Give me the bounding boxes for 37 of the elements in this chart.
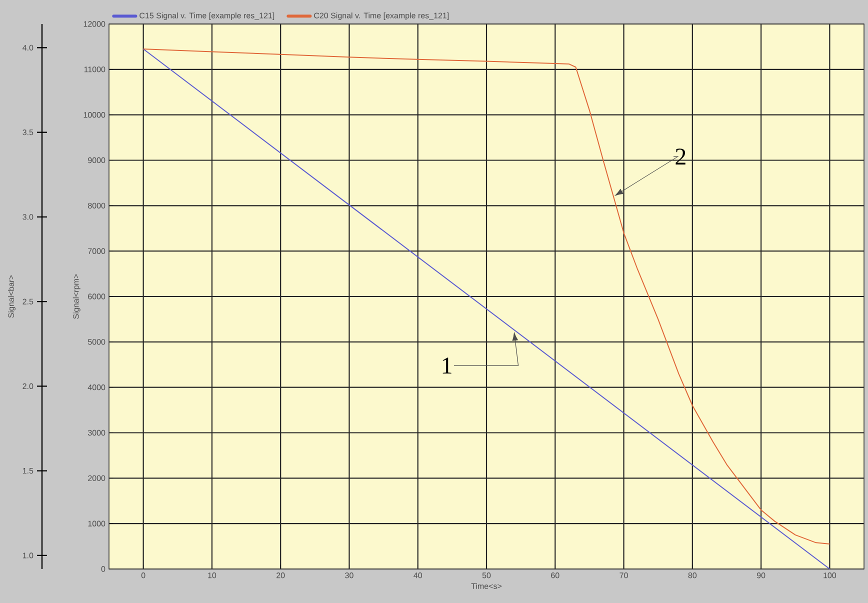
x-tick-label: 0 xyxy=(141,572,146,578)
y-tick-label: 8000 xyxy=(88,202,106,208)
y2-axis-title: Signal<bar> xyxy=(8,275,16,318)
x-tick-label: 10 xyxy=(208,572,216,578)
legend-label: C20 Signal v. Time [example res_121] xyxy=(314,12,449,20)
x-tick-label: 30 xyxy=(345,572,354,578)
y-tick-label: 5000 xyxy=(88,339,106,345)
y2-tick-label: 3.0 xyxy=(22,214,34,220)
y2-tick-label: 2.5 xyxy=(22,298,34,304)
x-tick-label: 40 xyxy=(414,572,422,578)
x-tick-label: 20 xyxy=(276,572,285,578)
x-tick-label: 100 xyxy=(824,572,836,578)
y-tick-label: 10000 xyxy=(84,112,106,118)
y-tick-label: 9000 xyxy=(88,157,106,164)
y2-tick-label: 3.5 xyxy=(22,129,34,136)
y2-tick-label: 4.0 xyxy=(22,44,34,51)
y2-tick-label: 2.0 xyxy=(22,383,34,390)
y-tick-label: 4000 xyxy=(88,384,106,390)
x-tick-label: 60 xyxy=(551,572,560,578)
y-tick-label: 2000 xyxy=(88,475,106,481)
x-axis-title: Time<s> xyxy=(471,583,502,589)
x-tick-label: 90 xyxy=(756,572,766,578)
x-tick-label: 70 xyxy=(620,572,628,578)
y-tick-label: 7000 xyxy=(88,248,106,254)
y-tick-label: 11000 xyxy=(84,66,106,72)
y-tick-label: 6000 xyxy=(88,294,106,300)
y2-tick-label: 1.5 xyxy=(22,468,34,474)
annotation: 1 xyxy=(442,358,452,374)
x-tick-label: 80 xyxy=(688,572,697,578)
y-axis-title: Signal<rpm> xyxy=(72,274,80,319)
x-tick-label: 50 xyxy=(482,572,491,578)
y-tick-label: 12000 xyxy=(84,21,106,27)
y-tick-label: 1000 xyxy=(88,520,106,526)
legend-label: C15 Signal v. Time [example res_121] xyxy=(140,12,274,20)
y-tick-label: 3000 xyxy=(88,430,106,436)
y2-tick-label: 1.0 xyxy=(22,552,34,558)
y-tick-label: 0 xyxy=(101,566,106,572)
